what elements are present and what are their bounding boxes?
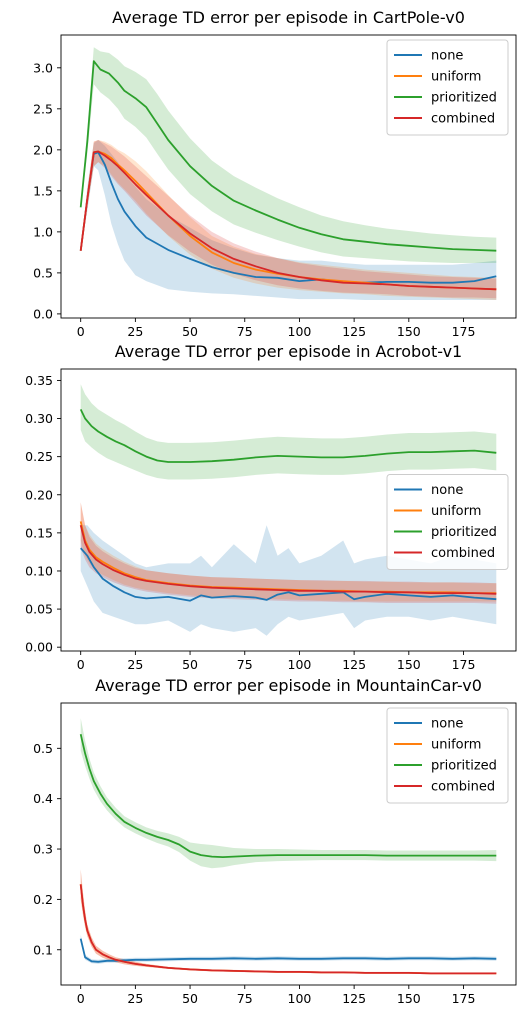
x-tick-label: 150	[397, 991, 421, 1006]
chart-title: Average TD error per episode in CartPole…	[112, 8, 465, 27]
series-line-prioritized	[79, 733, 497, 858]
y-tick-label: 3.0	[33, 60, 53, 75]
x-tick-label: 125	[342, 324, 366, 339]
chart-title: Average TD error per episode in Mountain…	[95, 676, 482, 695]
y-tick-label: 0.25	[25, 449, 53, 464]
y-tick-label: 1.0	[33, 224, 53, 239]
legend: none uniform prioritized combined	[386, 707, 509, 804]
x-tick-label: 0	[77, 657, 85, 672]
series-line-none	[79, 938, 497, 963]
y-tick-label: 0.10	[25, 563, 53, 578]
x-tick-label: 50	[182, 991, 198, 1006]
y-tick-label: 0.2	[33, 892, 53, 907]
confidence-band-uniform	[80, 140, 497, 300]
confidence-band-prioritized	[80, 384, 497, 480]
x-tick-label: 125	[342, 991, 366, 1006]
chart-panel-3: Average TD error per episode in Mountain…	[33, 676, 517, 1006]
chart-panel-2: Average TD error per episode in Acrobot-…	[25, 342, 517, 672]
y-tick-label: 0.15	[25, 525, 53, 540]
x-tick-label: 100	[288, 324, 312, 339]
x-tick-label: 100	[288, 991, 312, 1006]
y-tick-label: 0.30	[25, 411, 53, 426]
axes-frame	[60, 34, 517, 319]
confidence-band-none	[80, 525, 497, 636]
y-tick-label: 0.4	[33, 791, 53, 806]
series-line-none	[80, 547, 497, 602]
x-tick-label: 175	[452, 657, 476, 672]
legend-label-none: none	[431, 49, 463, 64]
x-tick-label: 25	[127, 657, 143, 672]
x-tick-label: 100	[288, 657, 312, 672]
y-tick-label: 0.0	[33, 306, 53, 321]
legend-label-uniform: uniform	[431, 504, 481, 519]
x-tick-label: 175	[452, 324, 476, 339]
y-tick-label: 2.0	[33, 142, 53, 157]
x-tick-label: 150	[397, 324, 421, 339]
plot-area	[79, 718, 497, 975]
legend-box	[386, 474, 509, 570]
legend-label-combined: combined	[431, 546, 495, 561]
y-tick-label: 0.05	[25, 602, 53, 617]
confidence-band-none	[80, 140, 497, 300]
plot-area	[79, 384, 497, 636]
y-tick-label: 2.5	[33, 101, 53, 116]
x-tick-label: 25	[127, 991, 143, 1006]
legend-box	[386, 707, 509, 804]
confidence-band-prioritized	[80, 47, 497, 263]
axes-frame	[60, 702, 517, 986]
series-line-prioritized	[79, 60, 497, 252]
series-line-combined	[79, 524, 497, 595]
x-tick-label: 25	[127, 324, 143, 339]
x-tick-label: 75	[237, 657, 253, 672]
x-tick-label: 50	[182, 657, 198, 672]
y-tick-label: 0.1	[33, 942, 53, 957]
x-tick-label: 150	[397, 657, 421, 672]
legend-label-combined: combined	[431, 112, 495, 127]
legend-label-none: none	[431, 717, 463, 732]
y-tick-label: 1.5	[33, 183, 53, 198]
legend-label-prioritized: prioritized	[431, 525, 497, 540]
y-tick-label: 0.5	[33, 265, 53, 280]
legend: none uniform prioritized combined	[386, 39, 509, 136]
legend-label-prioritized: prioritized	[431, 91, 497, 106]
legend-label-none: none	[431, 483, 463, 498]
y-tick-label: 0.35	[25, 373, 53, 388]
y-tick-label: 0.00	[25, 640, 53, 655]
confidence-band-uniform	[80, 502, 497, 602]
series-line-combined	[79, 150, 497, 291]
chart-title: Average TD error per episode in Acrobot-…	[115, 342, 462, 361]
chart-panel-1: Average TD error per episode in CartPole…	[33, 8, 517, 339]
confidence-band-uniform	[80, 869, 497, 974]
y-tick-label: 0.20	[25, 487, 53, 502]
confidence-band-prioritized	[80, 718, 497, 869]
legend-label-prioritized: prioritized	[431, 759, 497, 774]
confidence-band-combined	[80, 502, 497, 604]
y-tick-label: 0.3	[33, 842, 53, 857]
y-tick-label: 0.5	[33, 741, 53, 756]
x-tick-label: 75	[237, 991, 253, 1006]
series-line-none	[79, 151, 497, 284]
legend-label-uniform: uniform	[431, 738, 481, 753]
x-tick-label: 75	[237, 324, 253, 339]
legend-label-uniform: uniform	[431, 70, 481, 85]
legend: none uniform prioritized combined	[386, 474, 509, 570]
x-tick-label: 50	[182, 324, 198, 339]
series-line-combined	[79, 884, 497, 975]
legend-label-combined: combined	[431, 780, 495, 795]
confidence-band-combined	[80, 869, 497, 974]
x-tick-label: 0	[77, 324, 85, 339]
x-tick-label: 175	[452, 991, 476, 1006]
legend-box	[386, 39, 509, 136]
series-line-prioritized	[79, 409, 497, 463]
x-tick-label: 0	[77, 991, 85, 1006]
x-tick-label: 125	[342, 657, 366, 672]
plot-area	[79, 47, 497, 300]
axes-frame	[60, 368, 517, 652]
